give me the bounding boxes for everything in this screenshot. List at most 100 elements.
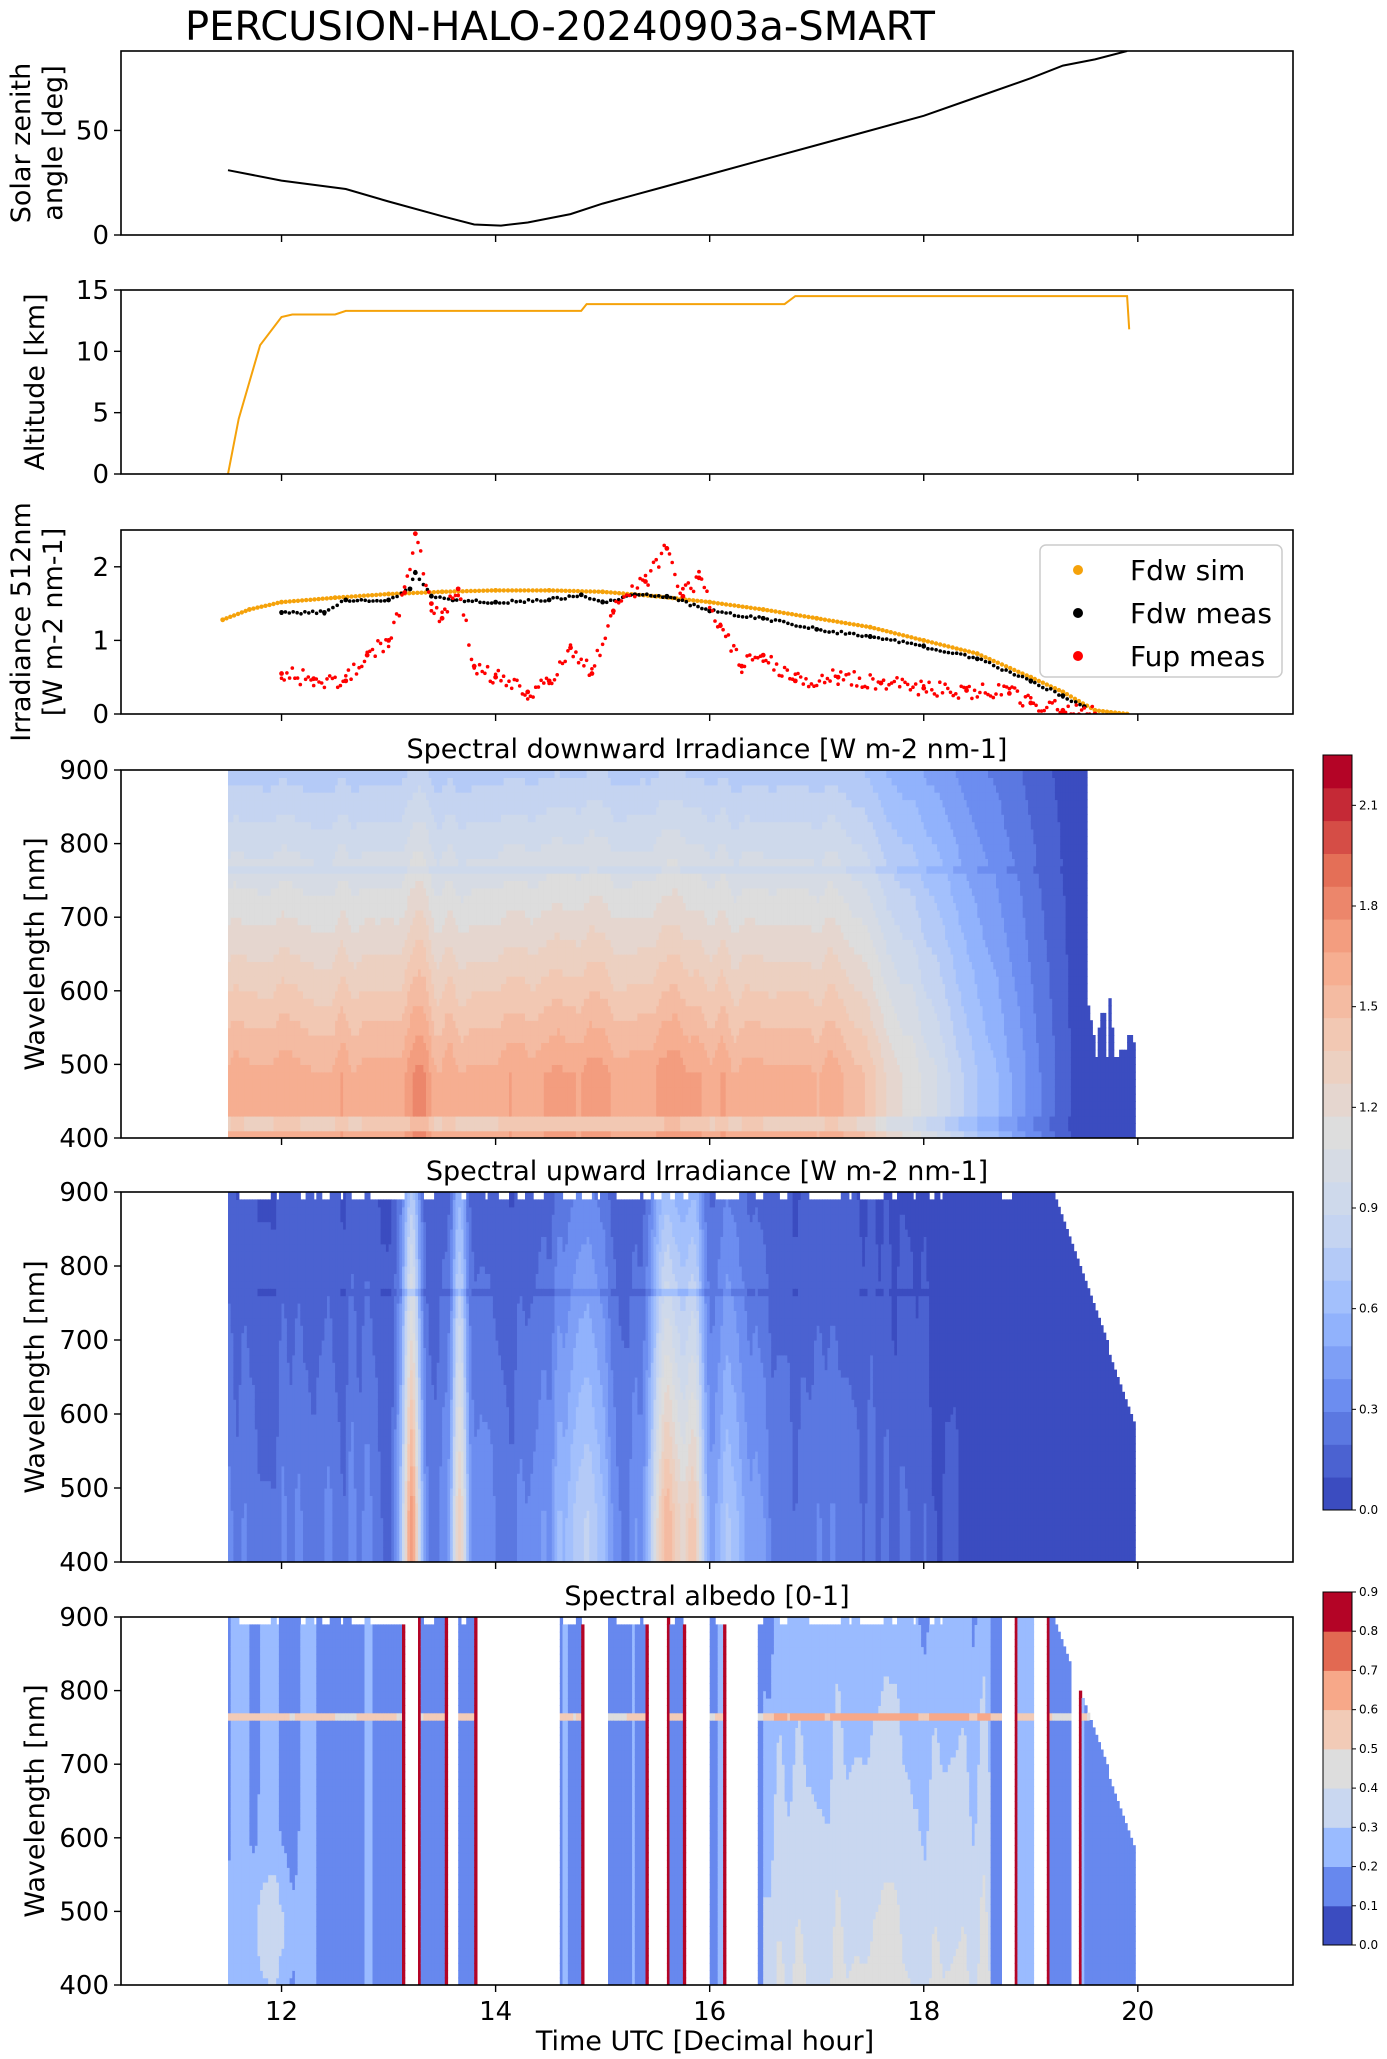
data-point: [901, 633, 906, 638]
colorbar-tick-label: 0.1: [1359, 1899, 1378, 1913]
data-point: [275, 600, 280, 606]
colorbar-level: [1323, 1748, 1352, 1789]
data-point: [721, 627, 725, 632]
data-point: [872, 626, 877, 631]
data-point: [464, 588, 469, 594]
data-point: [823, 629, 827, 634]
data-point: [235, 611, 241, 617]
data-point: [716, 610, 720, 614]
colorbar-tick-label: 1.5: [1359, 1000, 1378, 1014]
data-point: [552, 678, 557, 682]
data-point: [765, 608, 770, 613]
data-point: [752, 606, 758, 611]
data-point: [676, 598, 681, 603]
data-point: [1012, 667, 1017, 673]
data-point: [1049, 687, 1053, 691]
data-point: [703, 599, 708, 604]
colorbar-level: [1323, 1313, 1352, 1347]
data-point: [497, 601, 502, 605]
data-point: [1047, 700, 1052, 705]
data-point: [1020, 704, 1025, 708]
data-point: [785, 611, 791, 616]
data-point: [740, 670, 744, 675]
colorbar-tick-label: 1.2: [1359, 1100, 1378, 1114]
data-point: [445, 610, 450, 614]
data-point: [501, 674, 506, 678]
data-point: [291, 598, 297, 604]
data-point: [825, 676, 830, 681]
data-point: [1072, 696, 1078, 701]
data-point: [466, 598, 471, 603]
data-point: [555, 673, 559, 677]
data-point: [996, 666, 1000, 670]
data-point: [774, 662, 779, 666]
data-point: [455, 586, 461, 592]
data-point: [1045, 687, 1049, 692]
data-point: [1055, 707, 1060, 712]
data-point: [295, 610, 299, 615]
data-point: [311, 683, 316, 688]
data-point: [979, 657, 984, 662]
colorbar-level: [1323, 1181, 1352, 1215]
data-point: [1042, 708, 1046, 713]
data-point: [724, 611, 728, 615]
data-point: [367, 599, 371, 603]
data-point: [224, 616, 229, 621]
data-point: [637, 593, 641, 597]
panel-spectral_up: Spectral upward Irradiance [W m-2 nm-1] 4…: [20, 1156, 1294, 1578]
data-point: [426, 590, 431, 594]
y-tick-label: 700: [59, 1750, 109, 1780]
data-point: [583, 595, 588, 599]
data-point: [505, 588, 511, 593]
data-point: [462, 599, 467, 604]
data-point: [788, 676, 792, 681]
data-point: [279, 676, 284, 680]
data-point: [983, 691, 988, 695]
data-point: [363, 598, 368, 603]
data-point: [831, 618, 836, 624]
data-point: [504, 683, 509, 688]
data-point: [437, 619, 442, 624]
data-point: [662, 543, 666, 548]
data-point: [864, 633, 868, 638]
data-point: [670, 560, 674, 565]
data-point: [847, 631, 852, 635]
panel-spectral_down: Spectral downward Irradiance [W m-2 nm-1…: [20, 734, 1294, 1154]
data-point: [472, 588, 478, 594]
y-tick-label: 900: [59, 1603, 109, 1633]
data-point: [903, 680, 907, 685]
y-tick-label: 50: [76, 116, 109, 146]
data-point: [673, 572, 677, 577]
data-point: [793, 672, 798, 676]
data-point: [711, 600, 716, 605]
data-point: [448, 589, 453, 594]
data-point: [412, 570, 418, 576]
data-point: [704, 607, 708, 611]
colorbar-level: [1323, 1866, 1352, 1907]
colorbar-level: [1323, 1709, 1352, 1750]
data-point: [839, 629, 844, 634]
data-point: [451, 596, 455, 600]
y-tick-label: 800: [59, 1677, 109, 1707]
data-point: [397, 613, 402, 618]
data-point: [522, 600, 527, 604]
data-point: [410, 577, 415, 582]
data-point: [1039, 709, 1044, 713]
data-point: [943, 682, 947, 686]
data-point: [855, 622, 861, 628]
data-point: [312, 597, 317, 602]
data-point: [1082, 706, 1087, 710]
data-point: [304, 597, 309, 603]
data-point: [542, 681, 546, 685]
data-point: [843, 632, 848, 636]
data-point: [959, 652, 963, 656]
data-point: [429, 609, 434, 613]
data-point: [559, 597, 563, 601]
data-point: [760, 652, 766, 658]
colorbar-level: [1323, 1116, 1352, 1150]
data-point: [896, 632, 902, 637]
data-point: [531, 695, 535, 699]
y-tick-label: 700: [59, 903, 109, 933]
data-point: [756, 606, 762, 612]
